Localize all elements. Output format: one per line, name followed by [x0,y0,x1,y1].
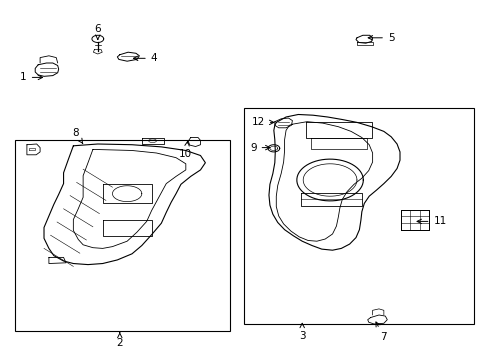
Text: 8: 8 [72,128,82,143]
Text: 10: 10 [179,141,192,159]
Text: 9: 9 [249,143,269,153]
Text: 2: 2 [116,333,123,348]
Text: 5: 5 [367,33,394,43]
Bar [244,108,473,324]
Text: 4: 4 [133,53,157,63]
Text: 6: 6 [94,24,101,40]
Text: 11: 11 [416,216,446,226]
Text: 3: 3 [298,323,305,341]
Bar [15,140,229,331]
Text: 1: 1 [20,72,42,82]
Text: 12: 12 [251,117,273,127]
Text: 7: 7 [375,322,386,342]
